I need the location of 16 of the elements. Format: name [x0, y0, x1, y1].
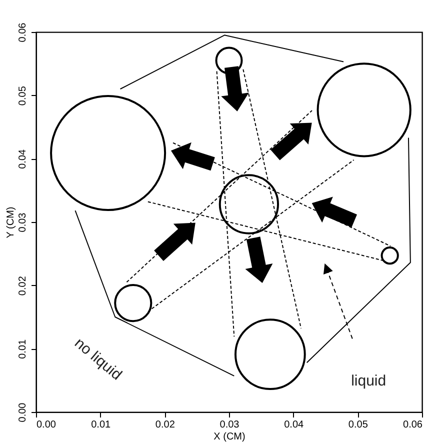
x-axis-title: X (CM)	[214, 432, 246, 442]
y-axis-title: Y (CM)	[6, 206, 16, 238]
y-tick-label: 0.02	[18, 276, 28, 296]
y-tick-label: 0.01	[18, 339, 28, 359]
annotation: liquid	[351, 372, 386, 390]
x-tick-label: 0.04	[284, 420, 304, 430]
x-tick-label: 0.03	[220, 420, 240, 430]
y-tick-label: 0.05	[18, 86, 28, 106]
y-tick-label: 0.04	[18, 149, 28, 169]
x-tick-label: 0.05	[348, 420, 368, 430]
x-tick-label: 0.00	[36, 420, 56, 430]
x-tick-label: 0.06	[403, 420, 423, 430]
x-tick-label: 0.02	[155, 420, 176, 430]
x-tick-label: 0.01	[91, 420, 111, 430]
y-tick-label: 0.03	[18, 212, 28, 232]
y-tick-label: 0.06	[18, 22, 28, 42]
